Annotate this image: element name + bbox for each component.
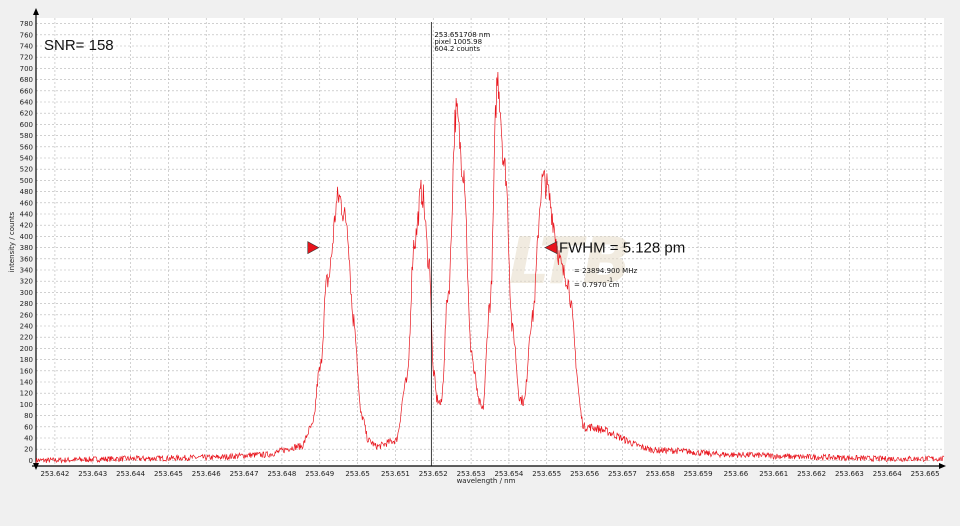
cursor-pixel-readout: pixel 1005.98 <box>434 38 482 46</box>
cursor-counts-readout: 604.2 counts <box>434 45 480 53</box>
y-tick-label: 600 <box>20 121 33 129</box>
y-tick-label: 340 <box>20 267 33 275</box>
y-tick-label: 620 <box>20 110 33 118</box>
spectrum-series-line <box>35 71 945 464</box>
y-tick-label: 300 <box>20 289 33 297</box>
x-tick-label: 253.661 <box>759 470 788 478</box>
y-tick-label: 200 <box>20 345 33 353</box>
x-tick-label: 253.645 <box>154 470 183 478</box>
y-tick-label: 780 <box>20 20 33 28</box>
grid <box>36 18 944 466</box>
y-tick-label: 440 <box>20 211 33 219</box>
y-tick-label: 540 <box>20 155 33 163</box>
y-tick-label: 220 <box>20 334 33 342</box>
y-tick-label: 640 <box>20 99 33 107</box>
y-tick-label: 60 <box>24 423 33 431</box>
x-tick-label: 253.65 <box>345 470 370 478</box>
x-tick-label: 253.653 <box>457 470 486 478</box>
x-tick-label: 253.644 <box>116 470 145 478</box>
x-tick-label: 253.646 <box>192 470 221 478</box>
x-axis-arrow-icon <box>939 463 946 469</box>
y-tick-label: 400 <box>20 233 33 241</box>
plot-area <box>36 18 944 466</box>
x-tick-label: 253.655 <box>532 470 561 478</box>
fwhm-label: FWHM = 5.128 pm <box>559 240 685 257</box>
x-tick-label: 253.66 <box>724 470 749 478</box>
y-tick-label: 700 <box>20 65 33 73</box>
fwhm-right-marker-icon[interactable] <box>544 241 558 255</box>
y-tick-label: 460 <box>20 199 33 207</box>
y-tick-label: 500 <box>20 177 33 185</box>
snr-label: SNR= 158 <box>44 37 114 54</box>
y-tick-label: 480 <box>20 188 33 196</box>
x-tick-label: 253.652 <box>419 470 448 478</box>
x-tick-label: 253.648 <box>267 470 296 478</box>
y-tick-label: 100 <box>20 401 33 409</box>
frequency-width-label: = 23894.900 MHz <box>574 267 637 275</box>
y-tick-label: 740 <box>20 43 33 51</box>
y-tick-label: 560 <box>20 143 33 151</box>
x-tick-label: 253.643 <box>78 470 107 478</box>
y-tick-label: 720 <box>20 54 33 62</box>
origin-arrow-icon <box>33 463 39 470</box>
x-tick-label: 253.651 <box>381 470 410 478</box>
wavenumber-exponent: -1 <box>607 277 613 284</box>
fwhm-left-marker-icon[interactable] <box>307 241 320 255</box>
x-tick-label: 253.664 <box>873 470 902 478</box>
y-tick-label: 360 <box>20 255 33 263</box>
y-tick-label: 240 <box>20 323 33 331</box>
series-layer <box>35 71 945 464</box>
x-tick-label: 253.665 <box>911 470 940 478</box>
y-tick-label: 380 <box>20 244 33 252</box>
x-tick-label: 253.658 <box>646 470 675 478</box>
watermark-logo: LTB <box>509 225 632 299</box>
y-tick-label: 760 <box>20 31 33 39</box>
y-tick-label: 660 <box>20 87 33 95</box>
x-tick-label: 253.654 <box>494 470 523 478</box>
x-tick-label: 253.649 <box>305 470 334 478</box>
y-tick-label: 260 <box>20 311 33 319</box>
x-tick-label: 253.642 <box>40 470 69 478</box>
y-tick-label: 20 <box>24 446 33 454</box>
x-tick-label: 253.657 <box>608 470 637 478</box>
x-tick-labels: 253.642 253.643 253.644 253.645 253.646 253.6… <box>40 470 939 478</box>
x-tick-label: 253.647 <box>230 470 259 478</box>
x-tick-label: 253.659 <box>684 470 713 478</box>
wavenumber-width-label: = 0.7970 cm <box>574 281 620 289</box>
y-axis-title: intensity / counts <box>8 211 16 272</box>
y-tick-label: 420 <box>20 222 33 230</box>
y-tick-label: 40 <box>24 435 33 443</box>
y-tick-label: 320 <box>20 278 33 286</box>
x-tick-label: 253.662 <box>797 470 826 478</box>
y-tick-label: 80 <box>24 412 33 420</box>
y-tick-labels: 0 20 40 60 80 100 120 140 160 180 200 220 240 260 280 3… <box>20 20 33 465</box>
y-tick-label: 140 <box>20 379 33 387</box>
y-tick-label: 120 <box>20 390 33 398</box>
y-tick-label: 160 <box>20 367 33 375</box>
y-tick-label: 520 <box>20 166 33 174</box>
x-tick-label: 253.663 <box>835 470 864 478</box>
cursor-wavelength-readout: 253.651708 nm <box>434 31 490 39</box>
x-tick-label: 253.656 <box>570 470 599 478</box>
y-axis-arrow-icon <box>33 8 39 15</box>
y-tick-label: 680 <box>20 76 33 84</box>
y-tick-label: 280 <box>20 300 33 308</box>
y-tick-label: 0 <box>29 457 33 465</box>
x-axis-title: wavelength / nm <box>457 477 516 485</box>
y-tick-label: 580 <box>20 132 33 140</box>
y-tick-label: 180 <box>20 356 33 364</box>
